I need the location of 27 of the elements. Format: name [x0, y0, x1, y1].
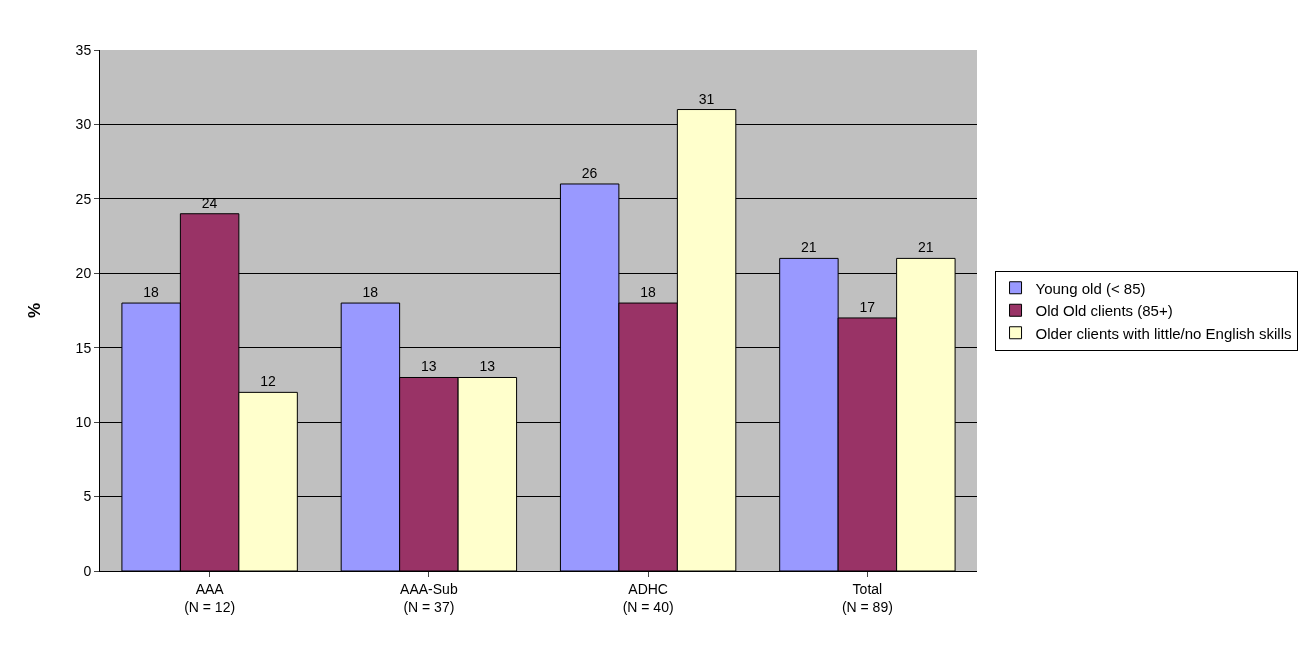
legend-label: Old Old clients (85+) [1035, 302, 1173, 320]
legend-label: Young old (< 85) [1035, 279, 1146, 297]
data-label: 18 [640, 284, 657, 301]
data-label: 21 [801, 239, 817, 256]
y-tick-label: 0 [83, 562, 92, 579]
data-label: 21 [917, 239, 934, 256]
y-axis-title: % [25, 302, 45, 319]
x-tick-label: Total (N = 89) [841, 580, 893, 615]
y-tick-label: 25 [75, 190, 92, 207]
x-tick-label: AAA (N = 12) [184, 580, 236, 615]
legend-label: Older clients with little/no English skills [1035, 324, 1292, 342]
data-label: 13 [420, 358, 437, 375]
data-label: 18 [362, 284, 379, 301]
y-tick-label: 15 [75, 339, 92, 356]
y-tick-label: 5 [83, 488, 92, 505]
y-tick-label: 10 [75, 414, 92, 431]
data-label: 18 [143, 284, 160, 301]
y-tick-label: 30 [75, 116, 92, 133]
y-tick-label: 20 [75, 265, 92, 282]
y-tick-label: 35 [75, 41, 92, 58]
x-tick-label: ADHC (N = 40) [622, 580, 674, 615]
data-label: 17 [859, 298, 876, 315]
x-tick-label: AAA-Sub (N = 37) [400, 580, 458, 615]
data-label: 13 [479, 358, 496, 375]
data-label: 31 [698, 90, 715, 107]
data-label: 12 [260, 373, 276, 390]
data-label: 26 [581, 164, 598, 181]
